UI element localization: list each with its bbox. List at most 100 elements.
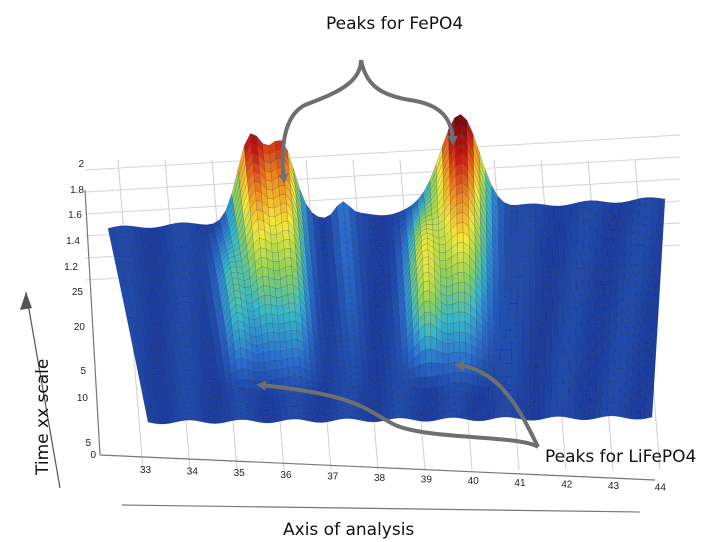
surface-patch <box>371 259 379 268</box>
surface-patch <box>591 358 599 367</box>
surface-patch <box>312 396 320 404</box>
surface-patch <box>522 371 530 381</box>
surface-patch <box>583 247 590 256</box>
surface-patch <box>427 414 434 422</box>
surface-patch <box>472 400 479 409</box>
surface-patch <box>465 382 473 394</box>
surface-patch <box>510 276 518 284</box>
surface-patch <box>552 258 560 267</box>
surface-patch <box>575 301 583 310</box>
surface-patch <box>556 402 563 411</box>
surface-patch <box>570 288 577 296</box>
surface-patch <box>493 348 501 358</box>
surface-patch <box>539 379 547 388</box>
surface-patch <box>637 238 645 246</box>
surface-patch <box>584 399 592 407</box>
surface-patch <box>378 356 385 365</box>
z-tick-label: 1.2 <box>64 262 78 273</box>
surface-patch <box>516 283 524 291</box>
surface-patch <box>522 230 530 238</box>
surface-patch <box>606 408 614 417</box>
surface-patch <box>369 233 377 242</box>
surface-patch <box>563 349 570 357</box>
surface-patch <box>613 229 621 238</box>
surface-patch <box>626 340 634 350</box>
surface-patch <box>576 254 584 262</box>
surface-patch <box>534 360 541 368</box>
surface-patch <box>465 372 473 385</box>
surface-patch <box>624 272 631 282</box>
surface-patch <box>522 223 530 231</box>
surface-patch <box>540 251 548 260</box>
surface-patch <box>640 307 647 317</box>
surface-patch <box>516 296 524 305</box>
surface-patch <box>477 385 484 395</box>
surface-patch <box>590 404 597 414</box>
surface-patch <box>516 323 524 332</box>
surface-patch <box>199 291 207 299</box>
surface-patch <box>510 290 518 298</box>
surface-patch <box>442 363 450 376</box>
surface-patch <box>569 301 577 310</box>
surface-patch <box>286 412 294 420</box>
x-tick-label: 35 <box>234 468 246 479</box>
surface-patch <box>649 350 657 359</box>
surface-patch <box>595 241 602 251</box>
surface-patch <box>477 400 484 409</box>
surface-patch <box>373 214 381 223</box>
surface-patch <box>540 292 547 301</box>
surface-patch <box>638 231 645 239</box>
surface-patch <box>522 263 530 271</box>
surface-patch <box>500 403 507 411</box>
x-tick-label: 41 <box>514 478 526 489</box>
x-axis-label: Axis of analysis <box>283 520 414 540</box>
surface-patch <box>511 343 518 351</box>
surface-patch <box>522 270 530 278</box>
surface-patch <box>376 331 384 339</box>
surface-patch <box>297 406 305 415</box>
surface-patch <box>528 359 535 368</box>
surface-patch <box>547 218 554 227</box>
surface-patch <box>528 216 536 225</box>
surface-patch <box>261 389 269 399</box>
surface-patch <box>546 319 553 327</box>
surface-patch <box>459 331 466 343</box>
surface-patch <box>637 370 644 379</box>
surface-patch <box>605 283 613 292</box>
surface-patch <box>615 340 622 349</box>
surface-patch <box>360 413 367 422</box>
surface-patch <box>350 365 358 374</box>
surface-patch <box>323 274 331 282</box>
surface-patch <box>448 352 455 364</box>
surface-patch <box>598 344 605 353</box>
surface-patch <box>284 330 292 342</box>
surface-patch <box>574 349 582 358</box>
surface-patch <box>522 317 530 326</box>
surface-patch <box>575 308 583 317</box>
surface-patch <box>540 258 548 267</box>
surface-patch <box>457 271 465 283</box>
surface-patch <box>606 263 614 272</box>
surface-patch <box>379 298 387 307</box>
surface-patch <box>522 351 530 360</box>
surface-patch <box>627 334 634 343</box>
surface-patch <box>534 230 542 239</box>
surface-patch <box>375 240 383 248</box>
surface-patch <box>449 404 456 412</box>
surface-patch <box>578 412 586 421</box>
surface-patch <box>280 202 288 214</box>
surface-patch <box>650 329 658 338</box>
surface-patch <box>643 364 650 372</box>
surface-patch <box>460 371 467 384</box>
surface-patch <box>582 261 590 270</box>
surface-patch <box>567 403 575 413</box>
surface-patch <box>453 331 460 344</box>
surface-patch <box>279 193 287 205</box>
surface-patch <box>260 247 268 259</box>
surface-patch <box>528 263 536 272</box>
surface-patch <box>279 332 287 343</box>
surface-patch <box>282 229 290 241</box>
surface-patch <box>268 403 276 411</box>
surface-patch <box>504 256 511 265</box>
surface-patch <box>636 265 644 274</box>
